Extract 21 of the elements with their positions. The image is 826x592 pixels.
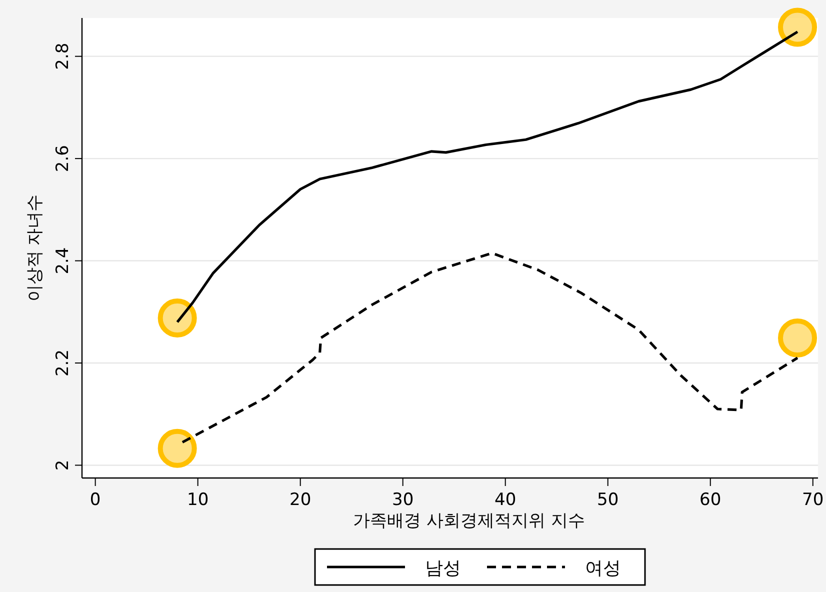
x-tick-label: 40 <box>494 490 516 510</box>
x-tick-label: 60 <box>700 490 722 510</box>
point <box>778 318 817 358</box>
point <box>778 8 817 47</box>
x-tick-label: 30 <box>392 490 414 510</box>
y-tick-label: 2.4 <box>53 247 73 274</box>
y-tick-label: 2 <box>53 460 73 471</box>
legend-label: 남성 <box>425 558 461 579</box>
y-tick-label: 2.8 <box>53 42 73 70</box>
legend-label: 여성 <box>585 558 621 579</box>
x-axis-title: 가족배경 사회경제적지위 지수 <box>353 511 586 531</box>
y-tick-label: 2.2 <box>53 349 73 377</box>
x-tick-label: 10 <box>187 490 209 510</box>
x-tick-label: 0 <box>90 490 101 510</box>
x-tick-label: 20 <box>290 490 312 510</box>
point <box>158 298 197 338</box>
x-tick-label: 50 <box>597 490 619 510</box>
x-tick-label: 70 <box>802 490 824 510</box>
y-tick-label: 2.6 <box>53 145 73 172</box>
point <box>158 428 197 468</box>
y-axis-title: 이상적 자녀수 <box>25 194 45 302</box>
